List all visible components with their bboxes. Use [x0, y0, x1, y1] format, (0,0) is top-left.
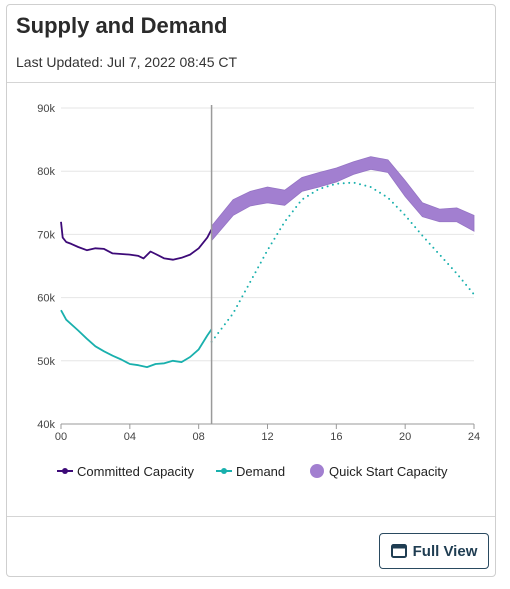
- supply-demand-card: Supply and Demand Last Updated: Jul 7, 2…: [6, 4, 496, 577]
- legend-marker: [310, 464, 324, 478]
- x-tick-label: 00: [55, 431, 67, 443]
- x-tick-label: 16: [330, 431, 342, 443]
- demand-forecast-line: [210, 181, 475, 343]
- y-tick-label: 90k: [37, 103, 55, 115]
- y-tick-label: 40k: [37, 419, 55, 431]
- legend-marker: [62, 468, 68, 474]
- x-tick-label: 20: [399, 431, 411, 443]
- legend-marker: [221, 468, 227, 474]
- y-tick-label: 50k: [37, 356, 55, 368]
- quick-start-capacity-band: [211, 156, 475, 242]
- x-tick-label: 12: [261, 431, 273, 443]
- legend-label: Committed Capacity: [77, 464, 195, 479]
- x-tick-label: 04: [124, 431, 136, 443]
- y-tick-label: 70k: [37, 229, 55, 241]
- header-divider: [7, 82, 495, 83]
- x-tick-label: 24: [468, 431, 480, 443]
- legend-label: Quick Start Capacity: [329, 464, 448, 479]
- last-updated-text: Last Updated: Jul 7, 2022 08:45 CT: [16, 54, 238, 70]
- legend-label: Demand: [236, 464, 285, 479]
- full-view-button[interactable]: Full View: [379, 533, 489, 569]
- demand-line: [60, 309, 213, 368]
- footer-divider: [7, 516, 495, 517]
- y-tick-label: 80k: [37, 166, 55, 178]
- card-title: Supply and Demand: [16, 13, 228, 38]
- x-tick-label: 08: [193, 431, 205, 443]
- supply-demand-chart: 40k 50k 60k 70k 80k 90k 00 04 08 12 16 20 24 Committe…: [37, 103, 480, 479]
- committed-capacity-line: [60, 221, 213, 261]
- full-view-label: Full View: [412, 542, 478, 560]
- window-icon: [390, 544, 407, 558]
- y-tick-label: 60k: [37, 293, 55, 305]
